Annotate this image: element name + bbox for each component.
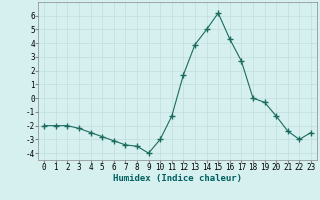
X-axis label: Humidex (Indice chaleur): Humidex (Indice chaleur) xyxy=(113,174,242,183)
